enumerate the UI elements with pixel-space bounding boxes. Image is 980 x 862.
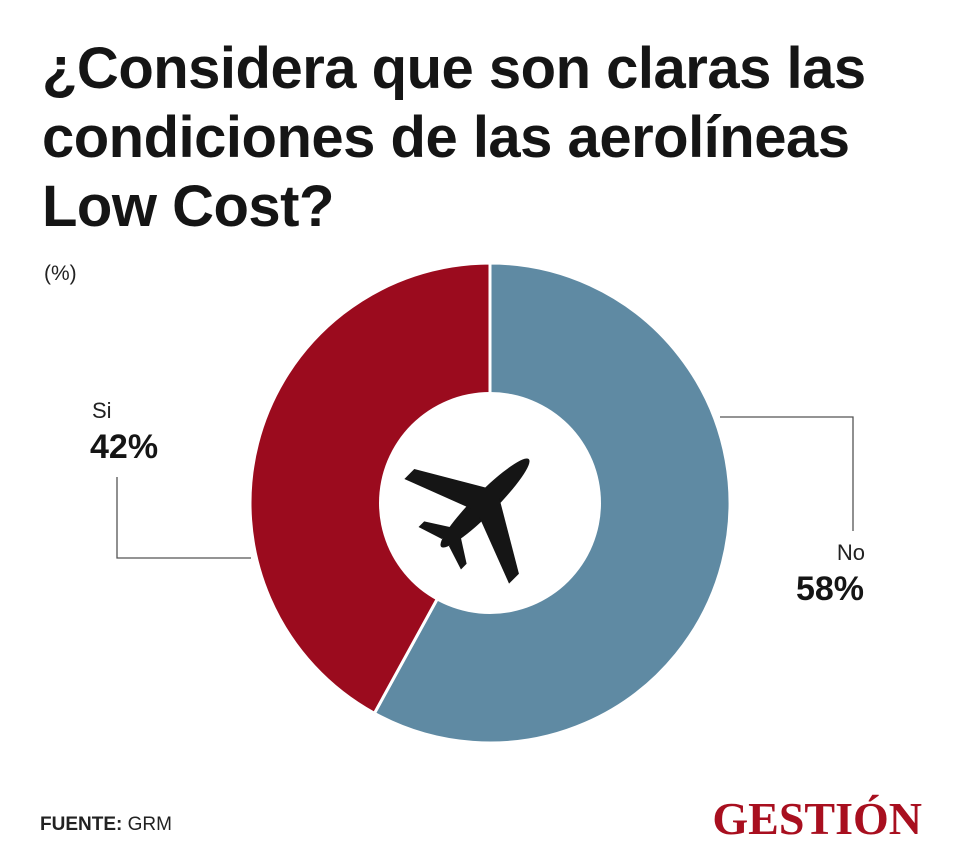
slice-label-no-value: 58% <box>796 570 864 608</box>
airplane-icon <box>404 458 530 584</box>
source-value: GRM <box>127 814 172 835</box>
source-key: FUENTE: <box>40 814 123 835</box>
slice-label-si-name: Si <box>92 398 112 423</box>
leader-line-si <box>116 477 251 559</box>
slice-si <box>248 261 492 716</box>
unit-label: (%) <box>44 262 77 285</box>
slice-label-no-name: No <box>837 540 865 565</box>
slice-label-si-value: 42% <box>90 428 158 466</box>
leader-line-no <box>720 416 854 531</box>
gestion-logo: GESTIÓN <box>712 793 922 844</box>
chart-title: ¿Considera que son claras las condicione… <box>42 36 866 239</box>
source-note: FUENTE: GRM <box>40 814 172 836</box>
